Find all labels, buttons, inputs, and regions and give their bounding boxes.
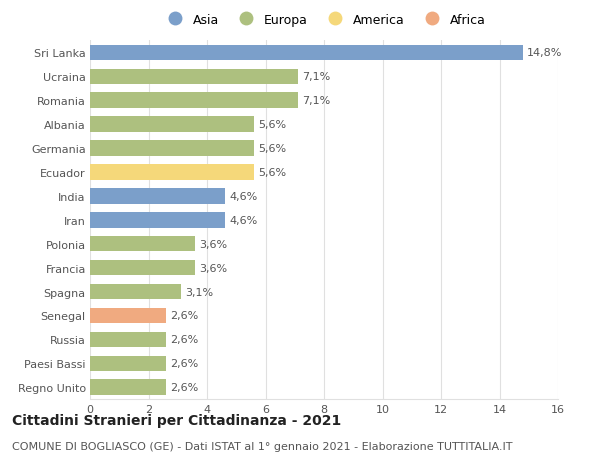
Text: 5,6%: 5,6% bbox=[258, 120, 286, 130]
Bar bbox=[90, 236, 196, 252]
Text: 5,6%: 5,6% bbox=[258, 168, 286, 178]
Bar bbox=[90, 69, 298, 85]
Bar bbox=[90, 356, 166, 371]
Bar bbox=[90, 189, 224, 204]
Bar bbox=[90, 141, 254, 157]
Text: 4,6%: 4,6% bbox=[229, 215, 257, 225]
Text: 14,8%: 14,8% bbox=[527, 48, 563, 58]
Text: 2,6%: 2,6% bbox=[170, 335, 199, 345]
Bar bbox=[90, 284, 181, 300]
Text: 2,6%: 2,6% bbox=[170, 358, 199, 369]
Bar bbox=[90, 213, 224, 228]
Text: 7,1%: 7,1% bbox=[302, 96, 331, 106]
Text: 4,6%: 4,6% bbox=[229, 191, 257, 202]
Text: COMUNE DI BOGLIASCO (GE) - Dati ISTAT al 1° gennaio 2021 - Elaborazione TUTTITAL: COMUNE DI BOGLIASCO (GE) - Dati ISTAT al… bbox=[12, 441, 512, 451]
Bar bbox=[90, 45, 523, 61]
Text: 2,6%: 2,6% bbox=[170, 382, 199, 392]
Text: 7,1%: 7,1% bbox=[302, 72, 331, 82]
Text: 5,6%: 5,6% bbox=[258, 144, 286, 154]
Text: 3,6%: 3,6% bbox=[200, 239, 228, 249]
Bar bbox=[90, 165, 254, 180]
Text: 3,1%: 3,1% bbox=[185, 287, 213, 297]
Bar bbox=[90, 308, 166, 324]
Text: Cittadini Stranieri per Cittadinanza - 2021: Cittadini Stranieri per Cittadinanza - 2… bbox=[12, 413, 341, 427]
Bar bbox=[90, 380, 166, 395]
Bar bbox=[90, 332, 166, 347]
Legend: Asia, Europa, America, Africa: Asia, Europa, America, Africa bbox=[158, 9, 490, 32]
Text: 3,6%: 3,6% bbox=[200, 263, 228, 273]
Text: 2,6%: 2,6% bbox=[170, 311, 199, 321]
Bar bbox=[90, 260, 196, 276]
Bar bbox=[90, 117, 254, 133]
Bar bbox=[90, 93, 298, 109]
